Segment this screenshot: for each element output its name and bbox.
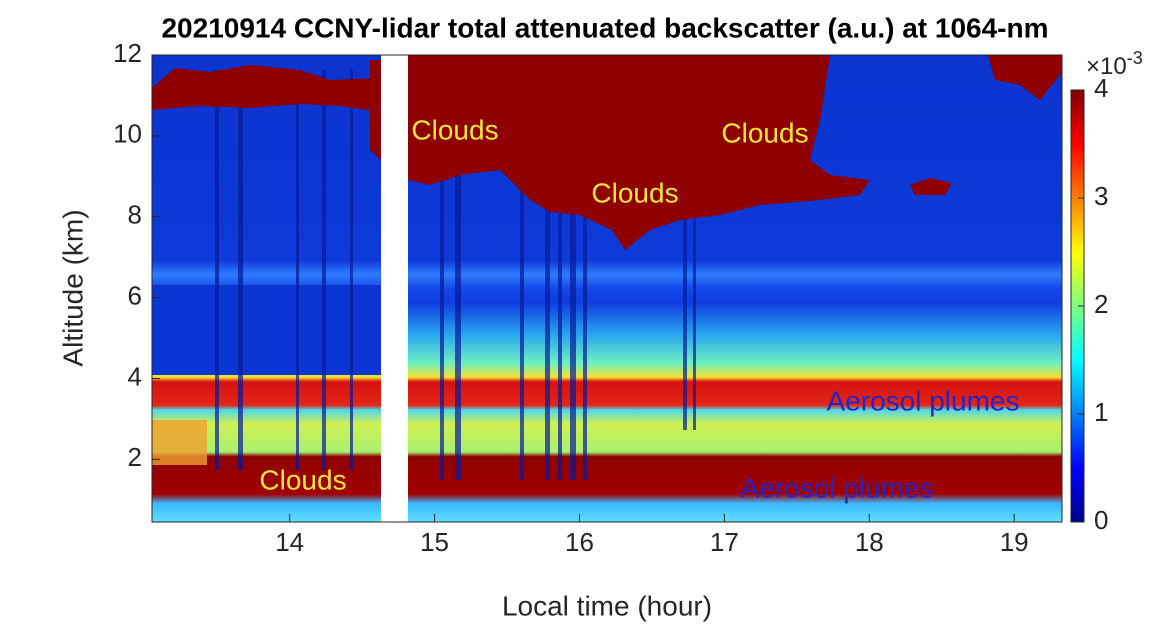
y-tick-label: 4 [128,361,142,391]
y-tick-label: 8 [128,200,142,230]
annotation: Aerosol plumes [741,472,934,503]
data-gap [381,55,408,522]
y-tick-label: 6 [128,280,142,310]
annotation: Clouds [259,464,346,495]
x-tick-label: 14 [275,527,304,557]
y-tick-label: 12 [113,38,142,68]
chart-title: 20210914 CCNY-lidar total attenuated bac… [161,12,1048,43]
annotation: Aerosol plumes [827,385,1020,416]
x-tick-label: 15 [420,527,449,557]
colorbar-exponent-power: -3 [1127,48,1143,68]
x-tick-label: 17 [710,527,739,557]
annotation: Clouds [721,117,808,148]
streaks [215,60,696,480]
heatmap-image [151,54,1063,523]
x-tick-label: 18 [855,527,884,557]
annotation: Clouds [591,177,678,208]
y-axis-label: Altitude (km) [57,209,88,366]
x-tick-label: 16 [565,527,594,557]
colorbar-exponent: ×10-3 [1086,48,1143,81]
cloud [152,55,1062,250]
colorbar-exponent-base: ×10 [1086,53,1127,80]
colorbar-tick-label: 3 [1094,181,1108,211]
x-axis-label: Local time (hour) [502,590,712,621]
y-tick-label: 10 [113,119,142,149]
x-tick-label: 19 [1000,527,1029,557]
backscatter-field [152,285,382,375]
colorbar-tick-label: 4 [1094,73,1108,103]
backscatter-field [152,420,207,465]
colorbar-tick-label: 2 [1094,289,1108,319]
colorbar-tick-label: 1 [1094,397,1108,427]
annotation: Clouds [411,114,498,145]
plot-frame [151,54,1063,523]
y-tick-label: 2 [128,442,142,472]
colorbar-tick-label: 0 [1094,505,1108,535]
